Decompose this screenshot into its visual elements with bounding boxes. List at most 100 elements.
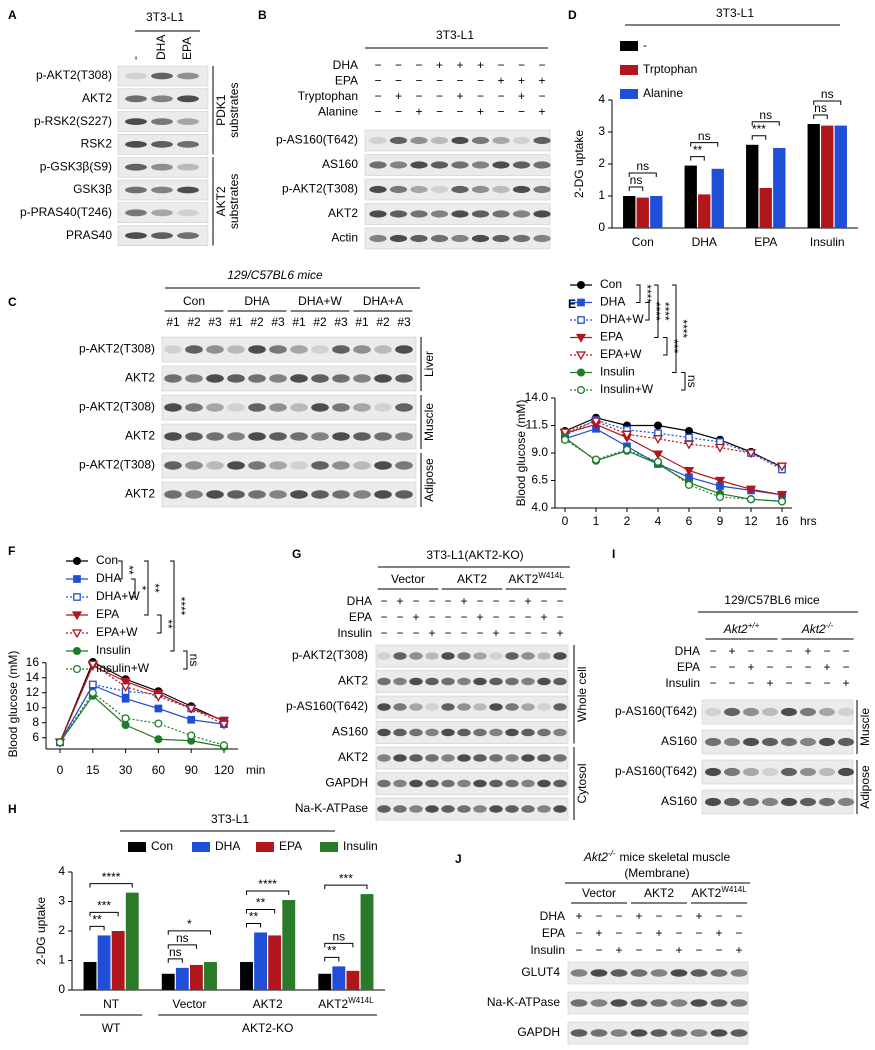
treatment-sign: + bbox=[675, 943, 682, 957]
blot-band bbox=[369, 234, 387, 243]
legend-marker bbox=[72, 646, 82, 656]
sig-label: **** bbox=[640, 284, 654, 303]
blot-band bbox=[290, 461, 308, 470]
blot-band bbox=[430, 161, 449, 169]
treatment-sign: − bbox=[735, 926, 742, 940]
sig-label: ns bbox=[332, 930, 345, 944]
blot-band bbox=[269, 403, 287, 412]
blot-band bbox=[457, 754, 471, 762]
blot-band bbox=[492, 136, 510, 145]
row-label: AS160 bbox=[661, 794, 697, 808]
treatment-sign: − bbox=[709, 660, 716, 674]
blot-band bbox=[762, 767, 778, 777]
blot-strip bbox=[161, 394, 417, 421]
blot-band bbox=[409, 652, 423, 660]
group-label: DHA+A bbox=[363, 294, 403, 308]
treatment-sign: − bbox=[766, 644, 773, 658]
treatment-sign: − bbox=[476, 594, 483, 608]
y-tick-label: 2 bbox=[58, 923, 65, 937]
legend-swatch bbox=[128, 842, 146, 852]
blot-band bbox=[512, 136, 531, 145]
blot-band bbox=[430, 136, 449, 145]
treatment-sign: − bbox=[380, 594, 387, 608]
blot-band bbox=[430, 210, 449, 218]
treatment-sign: − bbox=[538, 58, 545, 72]
blot-band bbox=[705, 737, 721, 747]
blot-band bbox=[332, 432, 350, 441]
group-label: AKT2 bbox=[644, 886, 674, 900]
blot-title: Akt2-/- mice skeletal muscle bbox=[583, 849, 731, 865]
blot-band bbox=[743, 767, 759, 777]
data-point bbox=[121, 694, 130, 703]
section-label: Adipose bbox=[422, 458, 436, 502]
blot-band bbox=[512, 185, 531, 194]
blot-band bbox=[800, 767, 816, 777]
lane-label: DHA bbox=[154, 35, 168, 60]
blot-band bbox=[670, 1029, 688, 1037]
lane-label: #3 bbox=[271, 315, 285, 329]
blot-band bbox=[819, 707, 835, 717]
bar bbox=[684, 165, 697, 228]
blot-band bbox=[164, 374, 182, 383]
group-label: Vector bbox=[391, 572, 425, 586]
sig-label: ns bbox=[759, 108, 772, 122]
data-point bbox=[88, 680, 97, 689]
row-label: AKT2 bbox=[338, 674, 368, 688]
sig-label: *** bbox=[752, 122, 766, 136]
blot-band bbox=[492, 234, 510, 243]
treatment-sign: − bbox=[575, 943, 582, 957]
treatment-sign: + bbox=[460, 594, 467, 608]
data-point bbox=[590, 417, 602, 427]
data-point bbox=[745, 485, 757, 495]
treatment-sign: − bbox=[715, 943, 722, 957]
treatment-sign: − bbox=[842, 644, 849, 658]
blot-band bbox=[389, 161, 408, 169]
y-tick-label: 6.5 bbox=[531, 473, 548, 487]
treatment-sign: + bbox=[395, 89, 402, 103]
sig-bracket bbox=[672, 284, 677, 373]
group-label: Akt2-/- bbox=[801, 621, 834, 637]
y-tick-label: 4 bbox=[58, 864, 65, 878]
blot-strip bbox=[161, 452, 417, 479]
y-tick-label: 14.0 bbox=[525, 390, 549, 404]
data-point bbox=[591, 455, 601, 464]
blot-band bbox=[705, 707, 721, 717]
x-tick-label: 16 bbox=[775, 514, 789, 528]
blot-band bbox=[441, 703, 455, 711]
bar bbox=[268, 935, 282, 990]
blot-band bbox=[395, 345, 413, 354]
blot-band bbox=[492, 185, 510, 194]
treatment-label: EPA bbox=[542, 926, 565, 940]
treatment-sign: − bbox=[374, 105, 381, 119]
group-label-base: Con bbox=[183, 294, 205, 308]
blot-band bbox=[610, 969, 628, 977]
blot-band bbox=[290, 374, 308, 383]
panel-label: H bbox=[8, 802, 17, 816]
blot-band bbox=[819, 767, 835, 777]
y-tick-label: 0 bbox=[598, 220, 605, 234]
blot-band bbox=[489, 703, 503, 711]
x-tick-label: Con bbox=[632, 235, 654, 249]
legend-marker bbox=[73, 575, 81, 583]
sig-bracket bbox=[751, 135, 767, 140]
legend-label: DHA bbox=[96, 571, 121, 585]
row-label: GSK3β bbox=[73, 182, 112, 196]
blot-band bbox=[377, 779, 391, 788]
y-tick-label: 9.0 bbox=[531, 445, 548, 459]
sig-label: ns bbox=[821, 87, 834, 101]
blot-band bbox=[489, 779, 503, 788]
treatment-sign: − bbox=[444, 626, 451, 640]
row-label: AS160 bbox=[322, 157, 358, 171]
blot-band bbox=[410, 234, 428, 243]
blot-title: 3T3-L1 bbox=[436, 28, 474, 42]
section-label: Muscle bbox=[422, 403, 436, 441]
blot-band bbox=[125, 118, 147, 125]
blot-band bbox=[353, 432, 371, 441]
series-line bbox=[564, 420, 783, 467]
treatment-label: DHA bbox=[347, 594, 372, 608]
blot-band bbox=[781, 737, 797, 747]
blot-band bbox=[177, 118, 199, 125]
blot-band bbox=[227, 374, 245, 383]
series-line bbox=[564, 428, 783, 496]
section-label: Cytosol bbox=[575, 763, 589, 803]
